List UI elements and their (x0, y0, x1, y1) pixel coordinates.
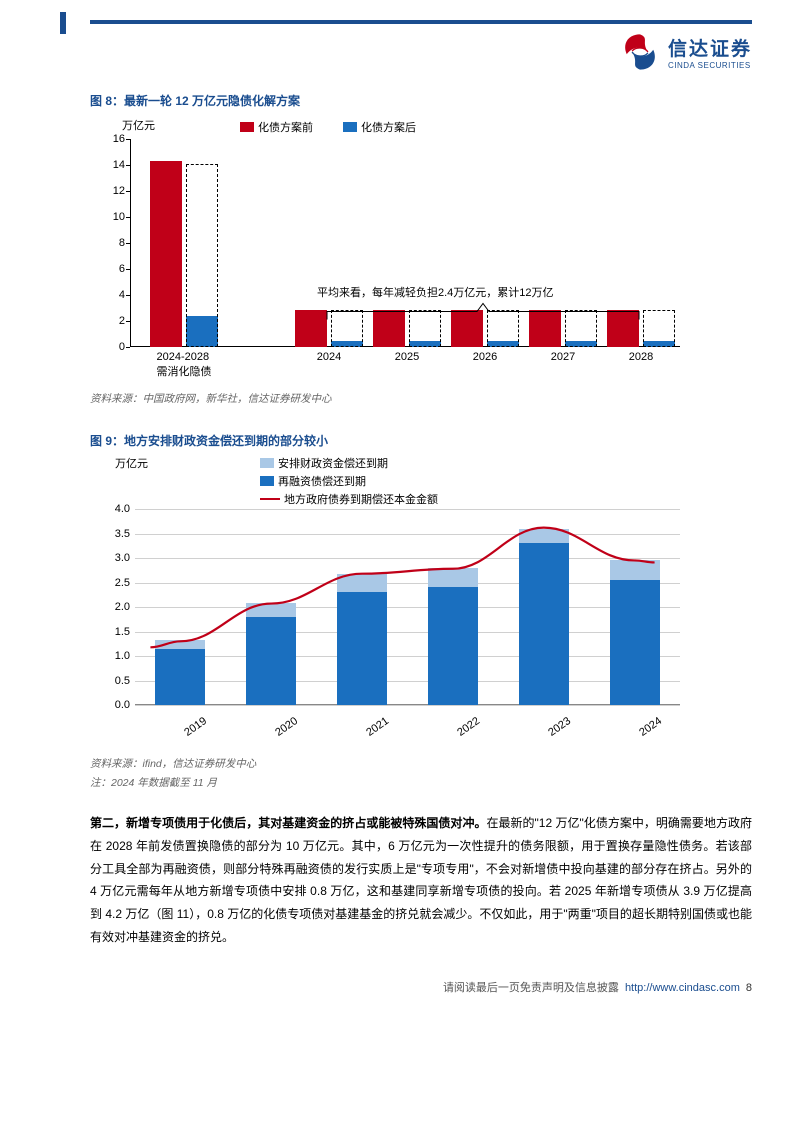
bar-refin (519, 543, 569, 705)
bar-dashed (565, 310, 597, 347)
x-tick: 2023 (546, 715, 573, 739)
header: 信达证券 CINDA SECURITIES (90, 30, 752, 74)
y-tick: 0 (119, 341, 125, 353)
bar-refin (428, 587, 478, 705)
x-tick: 2027 (551, 351, 575, 363)
legend-refin: 再融资债偿还到期 (260, 473, 438, 489)
y-tick: 4 (119, 289, 125, 301)
y-tick: 4.0 (115, 503, 130, 515)
x-tick: 2019 (183, 715, 210, 739)
fig8-source: 资料来源：中国政府网，新华社，信达证券研发中心 (90, 391, 752, 406)
footer-text: 请阅读最后一页免责声明及信息披露 (443, 979, 619, 995)
bar-fiscal (337, 574, 387, 593)
fig9-source: 资料来源：ifind，信达证券研发中心 (90, 756, 752, 771)
y-tick: 2 (119, 315, 125, 327)
footer-link[interactable]: http://www.cindasc.com (625, 982, 740, 994)
fig9-note: 注：2024 年数据截至 11 月 (90, 775, 752, 790)
x-tick: 2025 (395, 351, 419, 363)
logo-text-cn: 信达证券 (668, 34, 752, 61)
bar-fiscal (246, 603, 296, 617)
x-tick: 2021 (364, 715, 391, 739)
x-tick: 2026 (473, 351, 497, 363)
bar-dashed (409, 310, 441, 347)
body-paragraph: 第二，新增专项债用于化债后，其对基建资金的挤占或能被特殊国债对冲。在最新的"12… (90, 812, 752, 949)
bar-before (451, 310, 483, 347)
fig8-title: 图 8：最新一轮 12 万亿元隐债化解方案 (90, 92, 752, 109)
bar-dashed (186, 164, 218, 347)
bar-before (150, 161, 182, 347)
y-tick: 1.0 (115, 650, 130, 662)
bar-dashed (643, 310, 675, 347)
legend-after: 化债方案后 (343, 119, 416, 135)
x-tick: 2022 (455, 715, 482, 739)
y-tick: 3.5 (115, 528, 130, 540)
y-tick: 16 (113, 133, 125, 145)
body-bold: 第二，新增专项债用于化债后，其对基建资金的挤占或能被特殊国债对冲。 (90, 816, 486, 830)
page-number: 8 (746, 982, 752, 994)
y-tick: 8 (119, 237, 125, 249)
bar-refin (610, 580, 660, 705)
x-tick: 2020 (273, 715, 300, 739)
bar-fiscal (610, 560, 660, 580)
bar-fiscal (519, 529, 569, 544)
y-tick: 14 (113, 159, 125, 171)
y-tick: 2.5 (115, 577, 130, 589)
y-tick: 6 (119, 263, 125, 275)
bar-refin (337, 592, 387, 705)
annotation: 平均来看，每年减轻负担2.4万亿元，累计12万亿 (317, 284, 554, 300)
legend-line: 地方政府债券到期偿还本金金额 (260, 491, 438, 507)
logo-swirl-icon (618, 30, 662, 74)
bar-fiscal (155, 640, 205, 649)
bar-dashed (331, 310, 363, 347)
footer: 请阅读最后一页免责声明及信息披露 http://www.cindasc.com … (90, 969, 752, 995)
bar-refin (155, 649, 205, 705)
bar-fiscal (428, 568, 478, 588)
y-axis-unit: 万亿元 (115, 455, 148, 471)
bar-before (373, 310, 405, 347)
y-tick: 3.0 (115, 552, 130, 564)
legend-before: 化债方案前 (240, 119, 313, 135)
y-tick: 12 (113, 185, 125, 197)
fig8-chart: 万亿元 化债方案前 化债方案后 0 2 4 6 8 10 12 14 16 2024-2028 需消化隐… (90, 115, 752, 385)
bar-before (295, 310, 327, 347)
bar-before (607, 310, 639, 347)
body-rest: 在最新的"12 万亿"化债方案中，明确需要地方政府在 2028 年前发债置换隐债… (90, 816, 752, 944)
x-tick: 2024-2028 需消化隐债 (157, 351, 212, 379)
y-tick: 2.0 (115, 601, 130, 613)
x-tick: 2024 (637, 715, 664, 739)
y-tick: 0.0 (115, 699, 130, 711)
y-tick: 1.5 (115, 626, 130, 638)
y-tick: 0.5 (115, 675, 130, 687)
fig9-title: 图 9：地方安排财政资金偿还到期的部分较小 (90, 432, 752, 449)
x-tick: 2024 (317, 351, 341, 363)
logo-text-en: CINDA SECURITIES (668, 61, 752, 70)
bar-refin (246, 617, 296, 705)
fig9-chart: 万亿元 安排财政资金偿还到期再融资债偿还到期地方政府债券到期偿还本金金额 0.0 0.… (90, 455, 752, 750)
legend-fiscal: 安排财政资金偿还到期 (260, 455, 438, 471)
logo: 信达证券 CINDA SECURITIES (618, 30, 752, 74)
y-axis-unit: 万亿元 (122, 117, 155, 133)
bar-before (529, 310, 561, 347)
bar-dashed (487, 310, 519, 347)
y-tick: 10 (113, 211, 125, 223)
x-tick: 2028 (629, 351, 653, 363)
